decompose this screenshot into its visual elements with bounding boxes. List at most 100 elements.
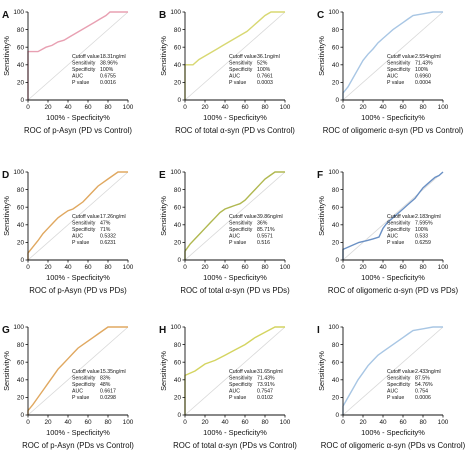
stat-value: 52% (257, 60, 268, 66)
stat-label: P value (229, 80, 246, 86)
x-tick-label: 40 (221, 104, 229, 111)
y-tick-label: 0 (20, 412, 24, 419)
x-tick-label: 100 (280, 104, 291, 111)
x-tick-label: 80 (261, 264, 269, 271)
reference-diagonal (184, 171, 286, 261)
x-tick-label: 80 (104, 264, 112, 271)
x-tick-label: 80 (419, 104, 427, 111)
x-tick-label: 80 (261, 419, 269, 426)
x-tick-label: 0 (26, 264, 30, 271)
y-tick-label: 20 (174, 395, 182, 402)
stat-label: Specificity (387, 227, 411, 233)
y-tick-label: 40 (174, 62, 182, 69)
y-tick-label: 60 (17, 44, 25, 51)
stat-value: 0.6259 (415, 240, 431, 246)
stat-label: AUC (72, 234, 83, 240)
roc-curve (342, 11, 443, 100)
stat-value: 0.6960 (415, 74, 431, 80)
x-tick-label: 80 (261, 104, 269, 111)
y-tick-label: 40 (17, 222, 25, 229)
x-tick-label: 20 (44, 104, 52, 111)
panel-label: A (2, 10, 9, 21)
y-tick-label: 0 (20, 257, 24, 264)
x-tick-label: 40 (379, 419, 387, 426)
stat-label: Specificity (229, 67, 253, 73)
stat-value: 2.554ng/ml (415, 54, 441, 60)
stat-label: Cutoff value (387, 214, 415, 220)
y-tick-label: 40 (332, 62, 340, 69)
stat-value: 0.0298 (100, 395, 116, 401)
x-tick-label: 60 (241, 104, 249, 111)
panel-label: B (159, 10, 166, 21)
panel-label: C (317, 10, 324, 21)
y-tick-label: 100 (328, 169, 339, 176)
x-axis-title: 100% - Specficity% (361, 273, 425, 282)
stat-label: Specificity (387, 382, 411, 388)
y-tick-label: 80 (17, 27, 25, 34)
y-axis-title: Sensitivity% (2, 196, 11, 236)
x-axis-title: 100% - Specficity% (203, 273, 267, 282)
x-tick-label: 20 (201, 264, 209, 271)
stat-value: 0.754 (415, 389, 428, 395)
roc-panel-b: B 00 20 20 40 40 60 60 80 80 100 100 Sensitivity% 100… (159, 9, 295, 135)
y-tick-label: 60 (17, 204, 25, 211)
y-tick-label: 0 (335, 412, 339, 419)
y-tick-label: 80 (174, 187, 182, 194)
x-tick-label: 20 (44, 419, 52, 426)
y-axis-title: Sensitivity% (317, 351, 326, 391)
y-tick-label: 40 (332, 377, 340, 384)
x-tick-label: 0 (26, 104, 30, 111)
y-tick-label: 60 (332, 359, 340, 366)
x-axis-title: 100% - Specficity% (203, 113, 267, 122)
x-tick-label: 20 (201, 419, 209, 426)
y-tick-label: 80 (17, 342, 25, 349)
stat-label: P value (387, 395, 404, 401)
y-tick-label: 60 (174, 359, 182, 366)
stat-value: 36% (257, 220, 268, 226)
panel-label: H (159, 325, 166, 336)
y-tick-label: 0 (177, 257, 181, 264)
chart-title: ROC of total α-syn (PD vs Control) (175, 126, 295, 135)
stat-value: 39.86ng/ml (257, 214, 283, 220)
reference-diagonal (27, 171, 129, 261)
stat-value: 0.6617 (100, 389, 116, 395)
stat-value: 87.5% (415, 375, 430, 381)
y-axis-title: Sensitivity% (159, 36, 168, 76)
chart-title: ROC of oligomeric α-syn (PD vs Control) (323, 126, 464, 135)
y-tick-label: 0 (335, 97, 339, 104)
stat-value: 48% (100, 382, 111, 388)
x-tick-label: 40 (379, 104, 387, 111)
x-tick-label: 40 (221, 419, 229, 426)
stat-label: AUC (229, 389, 240, 395)
y-axis-title: Sensitivity% (159, 351, 168, 391)
y-tick-label: 100 (170, 324, 181, 331)
x-tick-label: 60 (84, 104, 92, 111)
stat-label: Cutoff value (229, 369, 257, 375)
y-axis-title: Sensitivity% (2, 351, 11, 391)
stat-label: AUC (387, 389, 398, 395)
x-tick-label: 60 (399, 104, 407, 111)
x-tick-label: 0 (341, 104, 345, 111)
stat-label: Sensitivity (387, 60, 411, 66)
x-tick-label: 40 (64, 419, 72, 426)
stat-value: 31.65ng/ml (257, 369, 283, 375)
roc-panel-i: I 00 20 20 40 40 60 60 80 80 100 100 Sensitivity% 100… (317, 324, 466, 450)
x-tick-label: 60 (241, 419, 249, 426)
y-tick-label: 80 (332, 342, 340, 349)
stat-label: AUC (229, 74, 240, 80)
y-axis-title: Sensitivity% (2, 36, 11, 76)
stat-label: P value (229, 240, 246, 246)
reference-diagonal (342, 326, 444, 416)
stat-value: 18.31ng/ml (100, 54, 126, 60)
x-tick-label: 40 (64, 104, 72, 111)
y-tick-label: 20 (174, 240, 182, 247)
stat-value: 71.43% (415, 60, 433, 66)
x-tick-label: 80 (104, 104, 112, 111)
stat-label: Cutoff value (387, 369, 415, 375)
x-tick-label: 20 (359, 419, 367, 426)
stat-value: 0.6755 (100, 74, 116, 80)
y-tick-label: 20 (174, 80, 182, 87)
y-tick-label: 40 (174, 377, 182, 384)
chart-title: ROC of p-Asyn (PD vs Control) (24, 126, 132, 135)
